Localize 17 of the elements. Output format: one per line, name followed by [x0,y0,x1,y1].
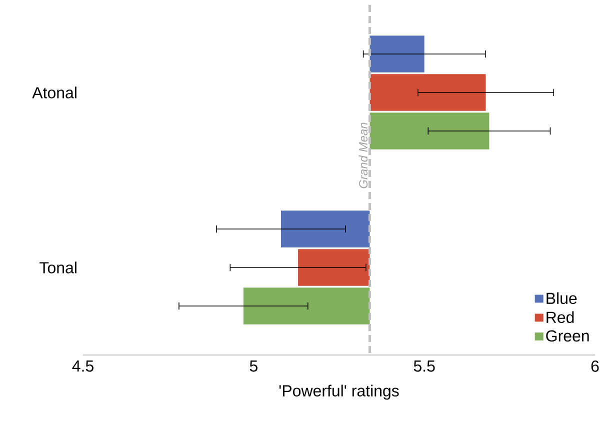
bar [370,74,486,111]
x-tick-label: 4.5 [72,360,94,372]
x-tick-label: 5.5 [414,360,435,372]
bar [280,210,370,248]
bar [370,36,424,72]
legend-label: Red [546,311,574,324]
y-tick-label: Tonal [40,262,76,274]
bar [243,288,370,324]
y-tick-label: Atonal [32,86,76,98]
ref-line-label: Grand Mean [358,122,368,188]
legend-label: Blue [546,292,577,304]
x-axis-title: 'Powerful' ratings [279,384,399,400]
legend-label: Green [546,330,589,342]
bar [370,112,490,150]
x-tick-label: 5 [250,360,258,372]
bar [298,249,370,286]
x-tick-label: 6 [591,360,599,372]
